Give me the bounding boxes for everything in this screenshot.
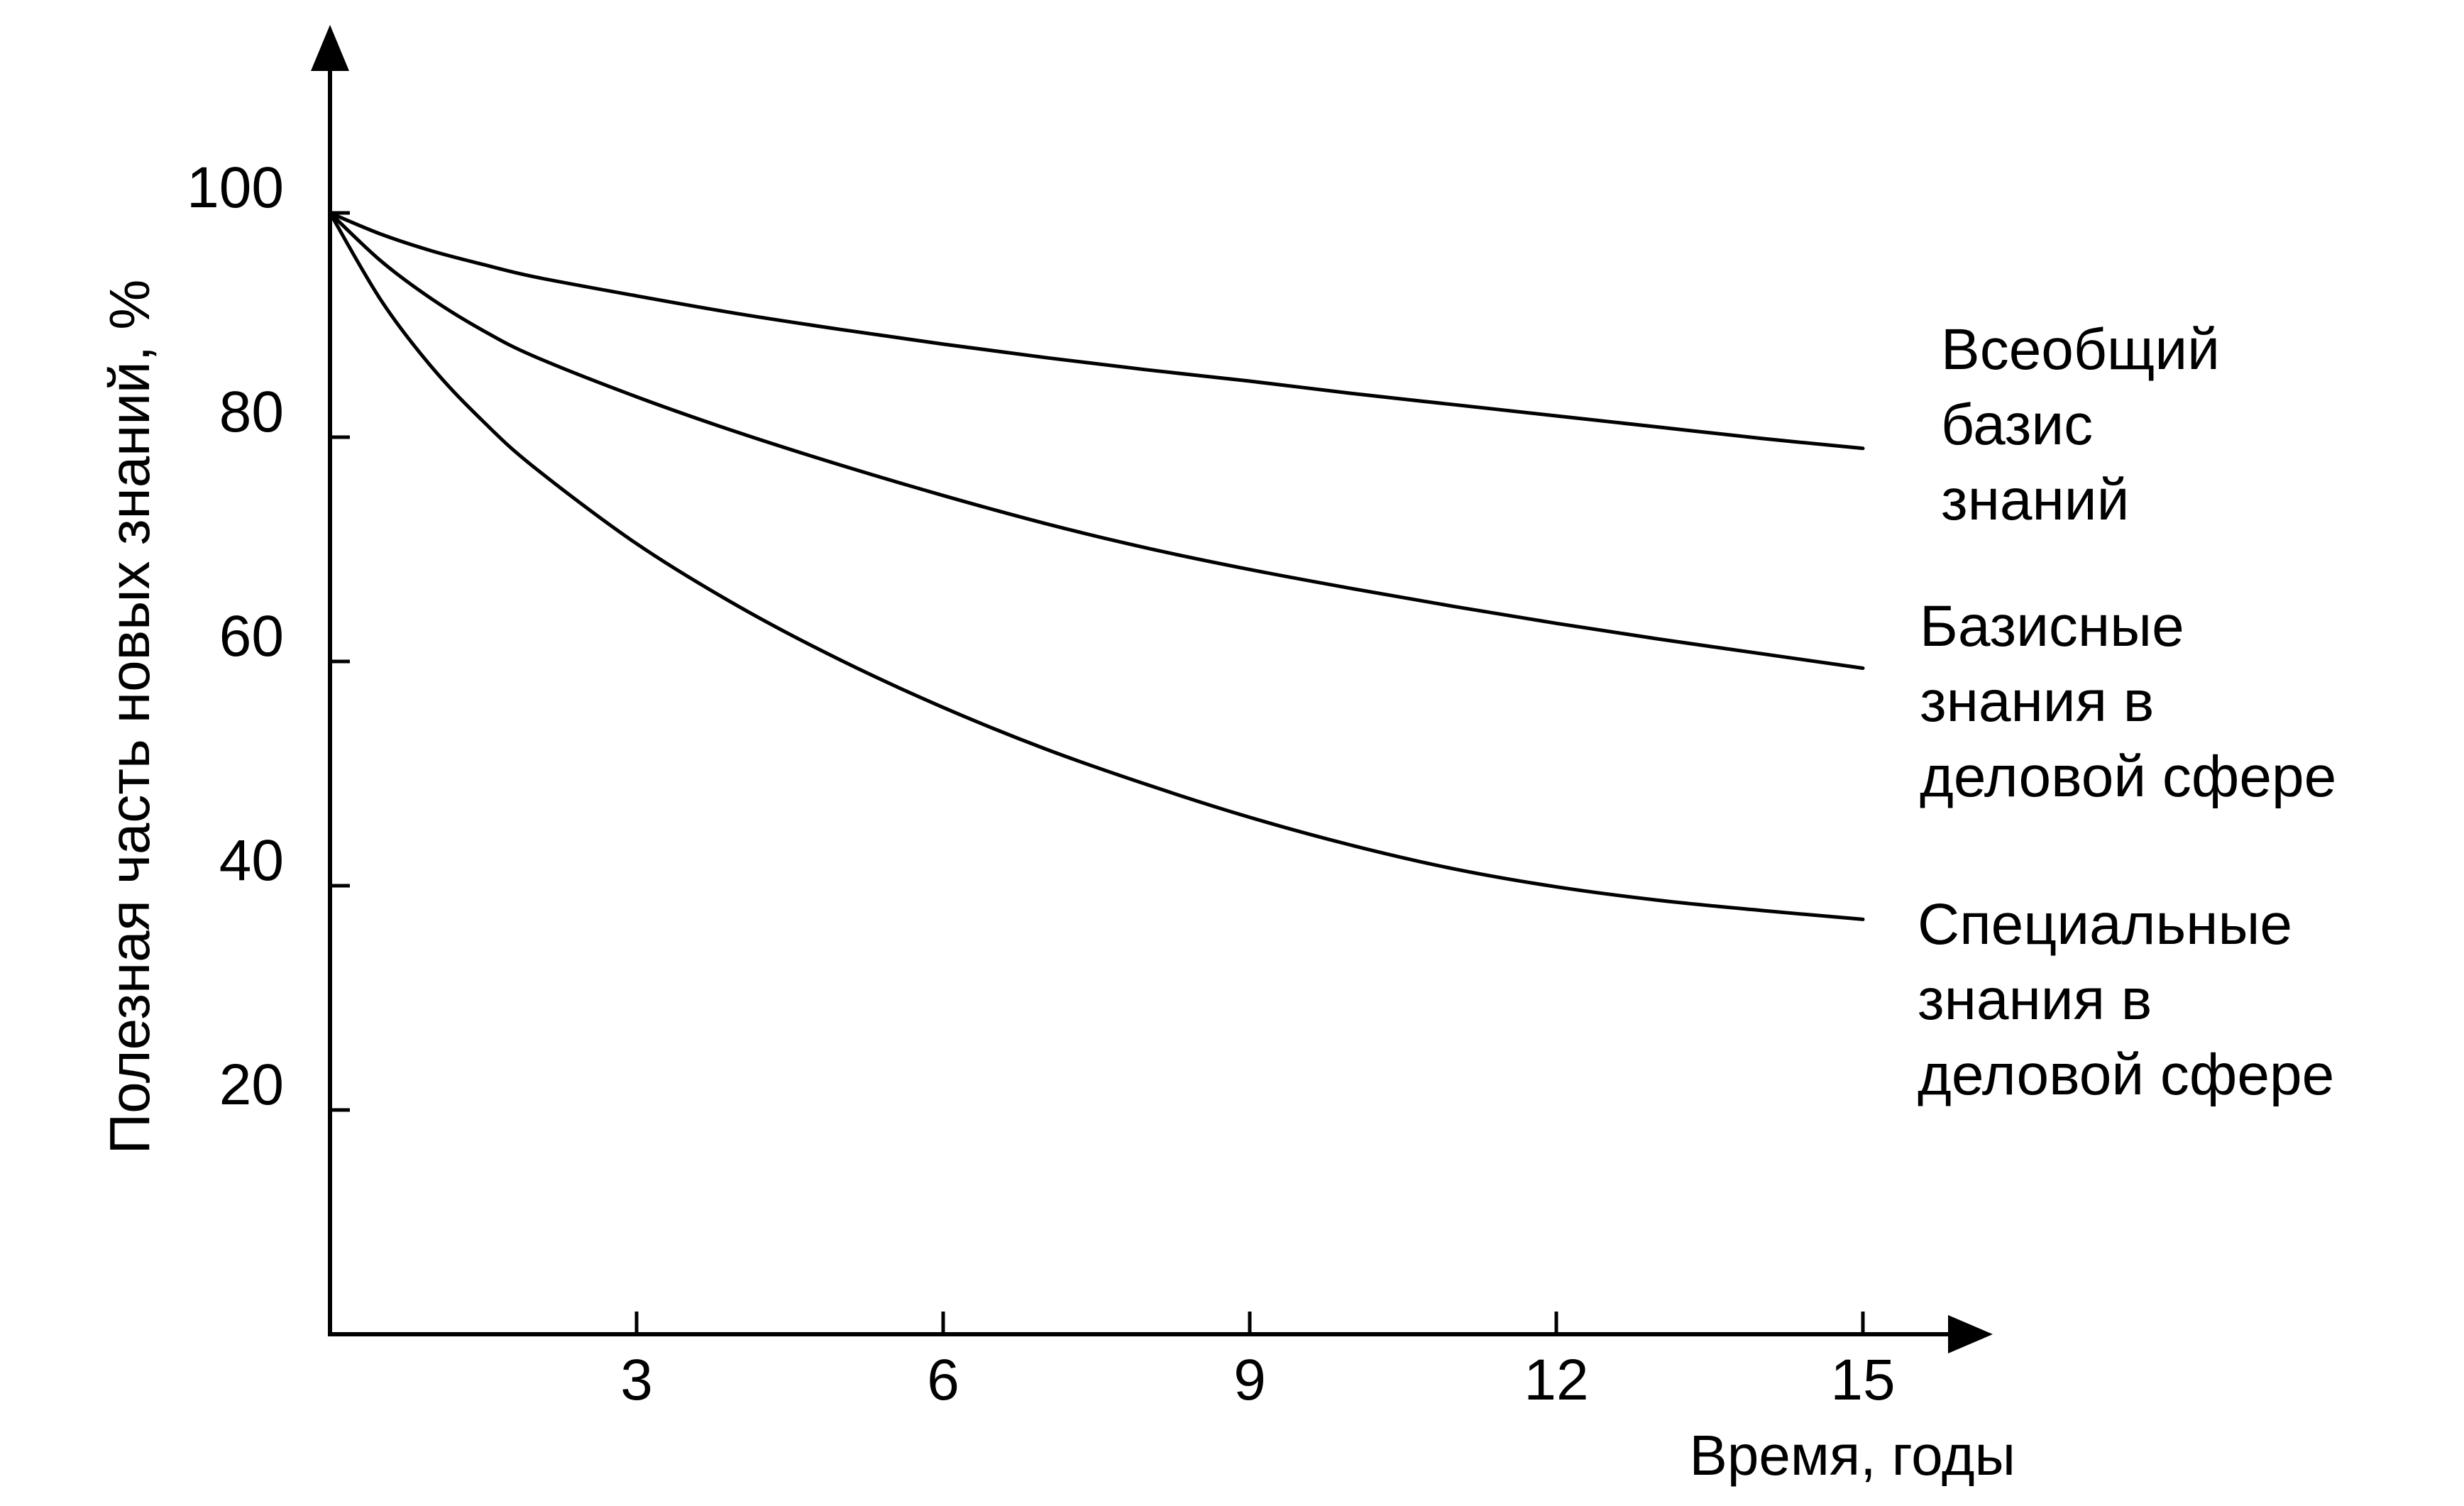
y-axis-arrow bbox=[311, 25, 349, 71]
series-label-2-line-2: знания в bbox=[1920, 669, 2154, 734]
x-tick-label-3: 3 bbox=[620, 1348, 653, 1412]
y-tick-label-80: 80 bbox=[219, 380, 284, 444]
y-axis-title: Полезная часть новых знаний, % bbox=[98, 280, 161, 1155]
series-label-1-line-1: Всеобщий bbox=[1941, 317, 2220, 382]
axes bbox=[311, 25, 1993, 1353]
x-tick-label-6: 6 bbox=[927, 1348, 959, 1412]
series-lines bbox=[328, 211, 1865, 921]
series-label-3: Специальные знания в деловой сфере bbox=[1918, 892, 2334, 1107]
series-label-3-line-3: деловой сфере bbox=[1918, 1043, 2334, 1107]
series-label-1-line-2: базис bbox=[1941, 392, 2093, 457]
series-label-2: Базисные знания в деловой сфере bbox=[1920, 594, 2336, 809]
x-tick-label-9: 9 bbox=[1233, 1348, 1266, 1412]
series-label-2-line-3: деловой сфере bbox=[1920, 744, 2336, 809]
y-tick-label-60: 60 bbox=[219, 604, 284, 669]
series-label-1-line-3: знаний bbox=[1941, 468, 2129, 532]
series-label-1: Всеобщий базис знаний bbox=[1941, 317, 2220, 532]
x-axis-title: Время, годы bbox=[1690, 1424, 2015, 1487]
y-tick-label-20: 20 bbox=[219, 1052, 284, 1117]
x-axis-arrow bbox=[1948, 1315, 1993, 1353]
y-tick-label-100: 100 bbox=[187, 155, 284, 220]
series-label-2-line-1: Базисные bbox=[1920, 594, 2184, 659]
series-line-2 bbox=[328, 211, 1865, 670]
x-tick-label-15: 15 bbox=[1830, 1348, 1895, 1412]
y-ticks: 20 40 60 80 100 bbox=[187, 155, 350, 1117]
x-ticks: 3 6 9 12 15 bbox=[620, 1312, 1896, 1412]
series-label-3-line-2: знания в bbox=[1918, 967, 2152, 1032]
y-tick-label-40: 40 bbox=[219, 828, 284, 893]
x-tick-label-12: 12 bbox=[1524, 1348, 1588, 1412]
series-line-1 bbox=[328, 211, 1865, 451]
series-label-3-line-1: Специальные bbox=[1918, 892, 2292, 957]
series-line-3 bbox=[328, 211, 1865, 921]
series-labels: Всеобщий базис знаний Базисные знания в делов… bbox=[1918, 317, 2336, 1107]
